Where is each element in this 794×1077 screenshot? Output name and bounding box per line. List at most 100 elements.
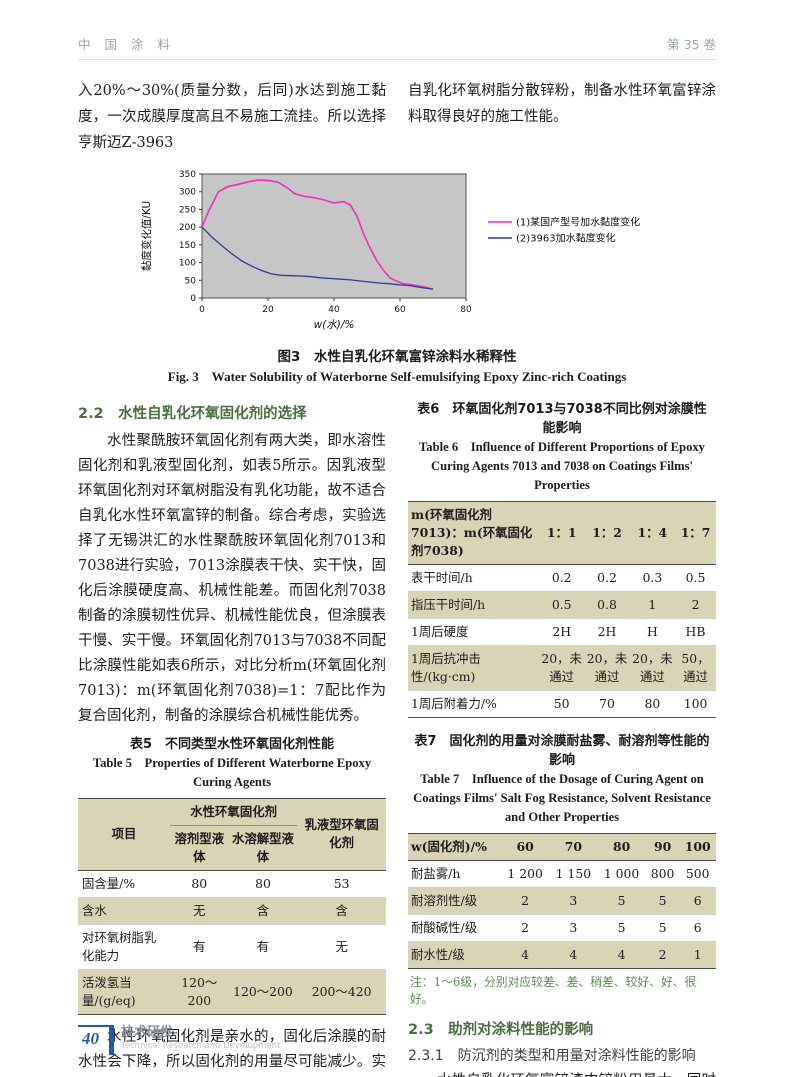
cell-value: 120～200 (228, 969, 298, 1015)
svg-text:300: 300 (179, 188, 196, 198)
intro-left-paragraph: 入20%～30%(质量分数，后同)水达到施工黏度，一次成膜厚度高且不易施工流挂。… (78, 83, 386, 151)
page-header: 中 国 涂 料 第 35 卷 (78, 0, 716, 60)
table6-body: 表干时间/h 0.2 0.2 0.3 0.5 指压干时间/h 0.5 0.8 1 2 1周后硬度 2H… (408, 564, 716, 717)
cell-value: 80 (255, 875, 271, 891)
footer-section-zh: 技术研发 (121, 1025, 174, 1040)
cell-value: 4 (597, 941, 646, 969)
header-cell: m(环氧固化剂7013)：m(环氧固化剂7038) (408, 501, 539, 565)
svg-text:60: 60 (394, 305, 406, 315)
table5-header-sub1: 溶剂型液体 (170, 825, 229, 871)
table5-caption-en: Table 5 Properties of Different Waterbor… (92, 756, 372, 789)
cell-value: 1 150 (555, 865, 592, 881)
row-label: 含水 (78, 897, 170, 925)
row-label: 1周后硬度 (411, 623, 469, 639)
table-row: 活泼氢当量/(g/eq) 120～200 120～200 200～420 (78, 969, 386, 1015)
section-2-2-heading: 2.2 水性自乳化环氧固化剂的选择 (78, 406, 307, 422)
table-row: 对环氧树脂乳化能力 有 有 无 (78, 924, 386, 970)
row-label: 耐盐雾/h (411, 865, 461, 881)
table6-caption-zh: 表6 环氧固化剂7013与7038不同比例对涂膜性能影响 (417, 402, 707, 436)
cell-value: 20，未通过 (629, 645, 676, 691)
table6-header-row: m(环氧固化剂7013)：m(环氧固化剂7038) 1：1 1：2 1：4 1：7 (408, 501, 716, 565)
legend-label-1: (1)某国产型号加水黏度变化 (516, 216, 640, 229)
cell-value: 80 (191, 875, 208, 891)
cell-value: 6 (679, 887, 716, 915)
cell-value: 0.2 (597, 569, 617, 585)
table-row: 1周后抗冲击性/(kg·cm) 20，未通过 20，未通过 20，未通过 50，通过 (408, 645, 716, 691)
figure3-chart-wrap: 0 50 100 150 200 250 300 350 0 20 40 60 80 w(水)/% 黏度变化… (136, 164, 716, 344)
cell-value: 20，未通过 (584, 645, 630, 691)
cell-value: HB (685, 623, 706, 639)
y-axis-label: 黏度变化值/KU (140, 201, 153, 271)
cell-value: H (646, 623, 658, 639)
chart-series-2 (201, 226, 434, 290)
cell-value: 2H (597, 623, 617, 639)
cell-value: 6 (693, 919, 702, 935)
cell-value: 100 (683, 695, 708, 711)
footer-section-en: Technical Research and Development (121, 1041, 281, 1051)
cell-value: 4 (501, 941, 550, 969)
row-label: 表干时间/h (411, 569, 473, 585)
row-label: 指压干时间/h (408, 591, 539, 619)
svg-text:0: 0 (190, 294, 196, 304)
cell-value: 200～420 (297, 969, 386, 1015)
row-label: 对环氧树脂乳化能力 (82, 929, 157, 963)
figure3-chart: 0 50 100 150 200 250 300 350 0 20 40 60 80 w(水)/% 黏度变化… (140, 170, 640, 331)
svg-text:350: 350 (179, 170, 196, 180)
table-row: 指压干时间/h 0.5 0.8 1 2 (408, 591, 716, 619)
table-row: 耐酸碱性/级 2 3 5 5 6 (408, 914, 716, 942)
cell-value: 2 (501, 887, 550, 915)
table5-header-last: 乳液型环氧固化剂 (297, 798, 386, 871)
header-cell: 1：7 (675, 501, 716, 565)
table5-header-sub2: 水溶解型液体 (228, 825, 298, 871)
row-label: 1周后抗冲击性/(kg·cm) (408, 645, 539, 691)
header-cell: 100 (679, 833, 716, 861)
cell-value: 1 (629, 591, 676, 619)
svg-text:150: 150 (179, 241, 196, 251)
table-row: 耐溶剂性/级 2 3 5 5 6 (408, 887, 716, 915)
table5: 项目 水性环氧固化剂 乳液型环氧固化剂 溶剂型液体 水溶解型液体 固含量/% 80… (78, 798, 386, 1015)
chart-series-1 (201, 179, 434, 290)
table-row: 固含量/% 80 80 53 (78, 870, 386, 898)
svg-text:20: 20 (262, 305, 274, 315)
figure3-caption-en: Fig. 3 Water Solubility of Waterborne Se… (167, 369, 627, 384)
header-cell: w(固化剂)/% (408, 833, 501, 861)
cell-value: 2 (645, 941, 680, 969)
cell-value: 5 (597, 887, 646, 915)
table7-note: 注：1～6级，分别对应较差、差、稍差、较好、好、很好。 (410, 974, 697, 1006)
table-row: 耐盐雾/h 1 200 1 150 1 000 800 500 (408, 860, 716, 888)
cell-value: 0.5 (685, 569, 706, 585)
svg-text:40: 40 (328, 305, 340, 315)
table5-header-group: 水性环氧固化剂 (170, 798, 298, 826)
table7-body: 耐盐雾/h 1 200 1 150 1 000 800 500 耐溶剂性/级 2 3 5 5 6 耐酸碱… (408, 860, 716, 969)
header-cell: 80 (597, 833, 646, 861)
table6: m(环氧固化剂7013)：m(环氧固化剂7038) 1：1 1：2 1：4 1：7 表干… (408, 501, 716, 718)
table7-caption-en: Table 7 Influence of the Dosage of Curin… (413, 771, 711, 824)
row-label: 固含量/% (82, 875, 136, 891)
svg-text:250: 250 (179, 205, 196, 215)
cell-value: 3 (549, 887, 598, 915)
cell-value: 80 (644, 695, 661, 711)
row-label: 耐水性/级 (408, 941, 501, 969)
cell-value: 2H (552, 623, 572, 639)
cell-value: 50 (553, 695, 570, 711)
row-label: 耐酸碱性/级 (411, 919, 478, 935)
journal-title: 中 国 涂 料 (78, 37, 175, 52)
cell-value: 有 (256, 938, 270, 954)
header-cell: 70 (549, 833, 598, 861)
cell-value: 5 (617, 919, 626, 935)
cell-value: 含 (228, 897, 298, 925)
page-footer: 40 技术研发 Technical Research and Developme… (78, 1025, 280, 1055)
section-2-2-paragraph-2: 水性环氧固化剂是亲水的，固化后涂膜的耐水性会下降，所以固化剂的用量尽可能减少。实… (78, 1028, 386, 1070)
table-row: 表干时间/h 0.2 0.2 0.3 0.5 (408, 564, 716, 592)
table6-caption-en: Table 6 Influence of Different Proportio… (419, 440, 705, 492)
cell-value: 3 (569, 919, 578, 935)
table6-caption: 表6 环氧固化剂7013与7038不同比例对涂膜性能影响 Table 6 Inf… (412, 400, 712, 495)
table-row: 1周后附着力/% 50 70 80 100 (408, 690, 716, 717)
row-label: 耐溶剂性/级 (408, 887, 501, 915)
cell-value: 70 (599, 695, 615, 711)
cell-value: 有 (193, 938, 206, 954)
footer-accent-bar (109, 1025, 114, 1055)
cell-value: 800 (650, 865, 675, 881)
right-column: 表6 环氧固化剂7013与7038不同比例对涂膜性能影响 Table 6 Inf… (408, 400, 716, 1077)
